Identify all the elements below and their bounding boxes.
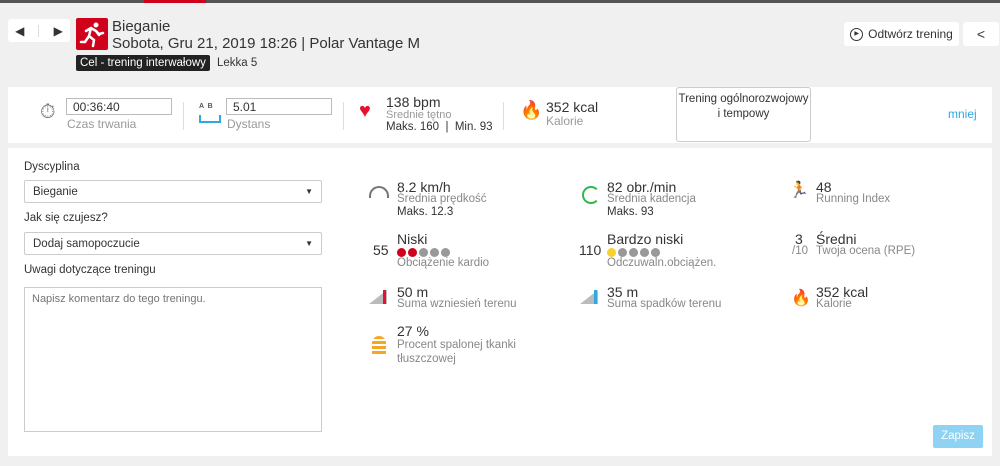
cadence-value: 82 obr./min [607, 179, 677, 195]
cardio-label: Obciążenie kardio [397, 257, 490, 269]
perceived-label: Odczuwaln.obciążen. [607, 257, 717, 269]
perceived-value: Bardzo niski [607, 231, 684, 247]
fat-value: 27 % [397, 323, 429, 339]
cardio-dots [397, 246, 452, 260]
speed-value: 8.2 km/h [397, 179, 451, 195]
rpe-denominator: /10 [792, 245, 808, 257]
play-icon: ▶ [850, 27, 864, 41]
sport-select[interactable]: Bieganie [24, 180, 322, 203]
rpe-number: 3 [795, 231, 803, 247]
calories-label: Kalorie [816, 298, 852, 310]
goal-tag: Cel - trening interwałowy [76, 55, 210, 71]
less-link[interactable]: mniej [948, 107, 977, 121]
fat-burn-icon [372, 336, 386, 356]
speedometer-icon [369, 186, 389, 198]
running-icon [76, 18, 108, 50]
hr-label: Średnie tętno [386, 109, 452, 121]
goal-level: Lekka 5 [217, 57, 258, 69]
kcal-value: 352 kcal [546, 99, 599, 115]
calories-flame-icon: 🔥 [791, 290, 811, 307]
cadence-icon [582, 186, 600, 204]
share-icon: < [976, 26, 986, 42]
notes-label: Uwagi dotyczące treningu [24, 264, 156, 276]
cardio-value: Niski [397, 231, 428, 247]
hr-minmax: Maks. 160 | Min. 93 [386, 121, 493, 133]
stopwatch-icon: ⏱ [40, 101, 56, 123]
ascent-label: Suma wzniesień terenu [397, 298, 517, 310]
share-button[interactable]: < [963, 22, 999, 46]
rpe-label: Twoja ocena (RPE) [816, 245, 916, 257]
ascent-icon [369, 290, 387, 304]
nav-buttons: ◀ ▶ [8, 19, 70, 42]
prev-button[interactable]: ◀ [15, 23, 25, 38]
hr-value: 138 bpm [386, 94, 441, 110]
next-button[interactable]: ▶ [53, 23, 63, 38]
flame-icon: 🔥 [520, 100, 543, 120]
save-button[interactable]: Zapisz [933, 425, 983, 448]
perceived-dots [607, 246, 662, 260]
fat-label: Procent spalonej tkanki tłuszczowej [397, 339, 516, 365]
sport-label: Dyscyplina [24, 161, 80, 173]
top-bar [0, 0, 1000, 3]
distance-input[interactable]: 5.01 [226, 98, 332, 115]
ruler-icon [199, 115, 221, 123]
rpe-value: Średni [816, 231, 857, 247]
running-index-label: Running Index [816, 193, 891, 205]
running-index-icon: 🏃 [789, 182, 809, 199]
distance-label: Dystans [227, 117, 271, 131]
ab-label: A B [199, 103, 213, 110]
heart-icon: ♥ [359, 100, 371, 122]
speed-max: Maks. 12.3 [397, 206, 454, 218]
running-index-value: 48 [816, 179, 832, 195]
replay-button[interactable]: ▶ Odtwórz trening [844, 22, 959, 46]
duration-input[interactable]: 00:36:40 [66, 98, 172, 115]
workout-subtitle: Sobota, Gru 21, 2019 18:26 | Polar Vanta… [112, 35, 420, 52]
feel-select[interactable]: Dodaj samopoczucie [24, 232, 322, 255]
summary-bar [8, 87, 992, 143]
cardio-number: 55 [373, 242, 389, 258]
duration-label: Czas trwania [67, 117, 137, 131]
speed-label: Średnia prędkość [397, 193, 487, 205]
descent-label: Suma spadków terenu [607, 298, 722, 310]
notes-textarea[interactable] [24, 287, 322, 432]
perceived-number: 110 [579, 242, 602, 258]
descent-value: 35 m [607, 284, 639, 300]
descent-icon [580, 290, 598, 304]
cadence-label: Średnia kadencja [607, 193, 696, 205]
calories-value: 352 kcal [816, 284, 869, 300]
ascent-value: 50 m [397, 284, 429, 300]
feel-label: Jak się czujesz? [24, 212, 108, 224]
cadence-max: Maks. 93 [607, 206, 654, 218]
training-benefit: Trening ogólnorozwojowy i tempowy [676, 87, 811, 142]
workout-title: Bieganie [112, 18, 171, 35]
kcal-label: Kalorie [546, 114, 584, 128]
